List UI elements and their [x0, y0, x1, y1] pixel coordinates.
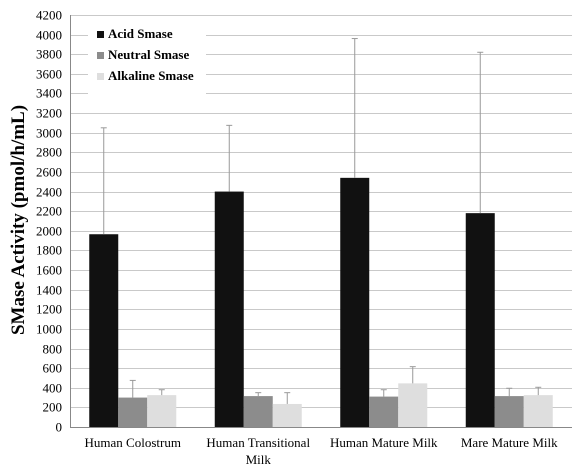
y-tick-label: 400: [43, 381, 63, 396]
bar: [523, 395, 553, 427]
category-labels: Human Colostrum Human Transitional MilkHum…: [85, 435, 559, 467]
y-tick-label: 1600: [36, 263, 62, 278]
category-label-line: Mare Mature Milk: [461, 435, 558, 450]
bar: [118, 397, 148, 427]
legend-swatch: [97, 52, 104, 59]
bar: [214, 191, 244, 427]
legend-label: Acid Smase: [108, 26, 173, 41]
legend-label: Neutral Smase: [108, 47, 189, 62]
category-label: Mare Mature Milk: [461, 435, 558, 450]
legend-label: Alkaline Smase: [108, 68, 194, 83]
y-tick-label: 2600: [36, 165, 62, 180]
bar: [340, 177, 370, 427]
category-label-line: Milk: [246, 452, 272, 467]
y-tick-label: 2800: [36, 145, 62, 160]
bar: [369, 396, 399, 427]
y-tick-label: 1800: [36, 243, 62, 258]
bar: [398, 383, 428, 427]
bar: [465, 213, 495, 427]
y-tick-label: 3400: [36, 86, 62, 101]
legend: Acid Smase Neutral Smase Alkaline Smase: [88, 26, 206, 96]
y-tick-label: 3600: [36, 67, 62, 82]
bar: [89, 234, 119, 427]
category-label: Human Mature Milk: [330, 435, 438, 450]
y-tick-label: 2200: [36, 204, 62, 219]
y-tick-label: 1400: [36, 283, 62, 298]
error-bars: [100, 38, 542, 404]
gridlines: [70, 15, 572, 408]
axes: [70, 15, 572, 428]
category-label-line: Human Mature Milk: [330, 435, 438, 450]
y-tick-label: 3800: [36, 47, 62, 62]
y-tick-label: 600: [43, 361, 63, 376]
category-label-line: Human Transitional: [206, 435, 310, 450]
y-tick-label: 1200: [36, 302, 62, 317]
y-tick-labels: 0 200 400 600 800 1000 1200 1400 1600 1800 2000 220…: [36, 8, 62, 435]
y-tick-label: 4000: [36, 28, 62, 43]
bar: [243, 396, 273, 427]
bars: [89, 177, 553, 427]
y-tick-label: 4200: [36, 8, 62, 23]
y-tick-label: 2000: [36, 224, 62, 239]
y-tick-label: 200: [43, 400, 63, 415]
category-label: Human Transitional Milk: [206, 435, 310, 467]
category-label: Human Colostrum: [85, 435, 181, 450]
category-label-line: Human Colostrum: [85, 435, 181, 450]
y-tick-label: 800: [43, 342, 63, 357]
legend-swatch: [97, 31, 104, 38]
y-axis-label: SMase Activity (pmol/h/mL): [8, 105, 29, 335]
bar: [147, 395, 177, 427]
y-tick-label: 3200: [36, 106, 62, 121]
bar: [272, 403, 302, 427]
y-tick-label: 3000: [36, 126, 62, 141]
legend-background: [88, 26, 206, 96]
bar: [494, 396, 524, 427]
y-tick-label: 1000: [36, 322, 62, 337]
legend-swatch: [97, 73, 104, 80]
y-tick-label: 2400: [36, 185, 62, 200]
y-tick-label: 0: [56, 420, 63, 435]
